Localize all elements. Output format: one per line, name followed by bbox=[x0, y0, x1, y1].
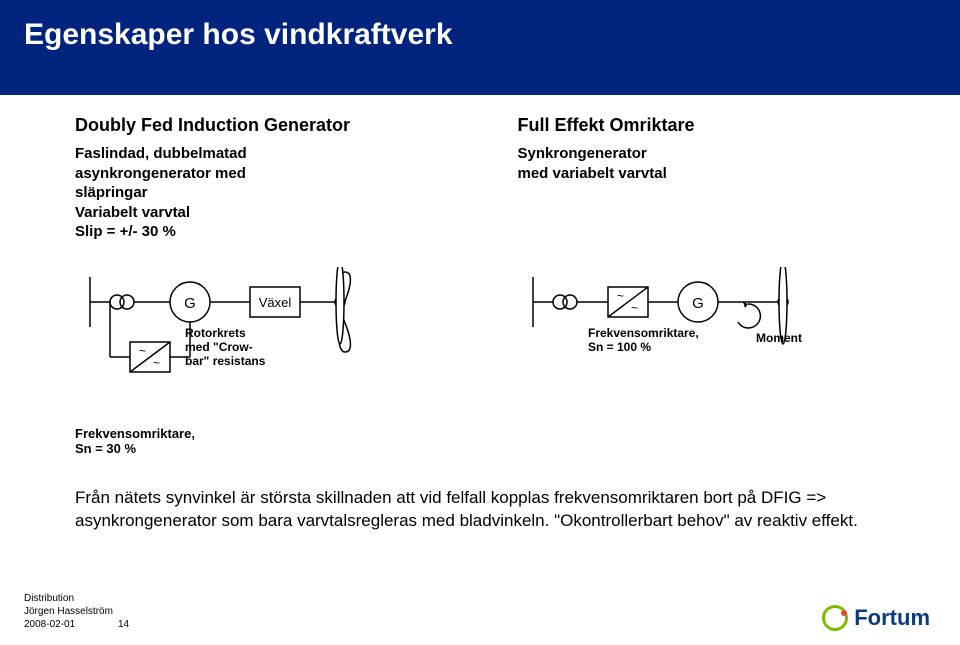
left-column: Doubly Fed Induction Generator Faslindad… bbox=[75, 115, 458, 242]
svg-text:~: ~ bbox=[617, 289, 624, 303]
fortum-logo-icon bbox=[822, 605, 848, 631]
left-desc: Faslindad, dubbelmatad asynkrongenerator… bbox=[75, 144, 458, 242]
fc-caption: Frekvensomriktare, Sn = 100 % bbox=[588, 327, 728, 355]
footer-date: 2008-02-01 bbox=[24, 619, 75, 630]
right-column: Full Effekt Omriktare Synkrongenerator m… bbox=[518, 115, 901, 242]
left-heading: Doubly Fed Induction Generator bbox=[75, 115, 458, 136]
content-area: Doubly Fed Induction Generator Faslindad… bbox=[0, 95, 960, 533]
heading-columns: Doubly Fed Induction Generator Faslindad… bbox=[75, 115, 900, 242]
right-heading: Full Effekt Omriktare bbox=[518, 115, 901, 136]
footer-org: Distribution bbox=[24, 592, 129, 605]
g-label-right: G bbox=[692, 295, 704, 312]
dfig-diagram: G Växel ~ ~ Rotorkrets med "Crow- bar" r… bbox=[75, 267, 458, 457]
page-title: Egenskaper hos vindkraftverk bbox=[24, 18, 936, 52]
diagram-row: G Växel ~ ~ Rotorkrets med "Crow- bar" r… bbox=[75, 267, 900, 457]
svg-text:~: ~ bbox=[153, 356, 160, 370]
fortum-logo: Fortum bbox=[822, 605, 930, 631]
dfig-svg: G Växel ~ ~ Rotorkrets med "Crow- bar" r… bbox=[75, 267, 435, 417]
right-desc: Synkrongenerator med variabelt varvtal bbox=[518, 144, 901, 183]
rotor-label: Rotorkrets med "Crow- bar" resistans bbox=[185, 327, 285, 368]
footer: Distribution Jörgen Hasselström 2008-02-… bbox=[24, 592, 129, 631]
g-label: G bbox=[184, 295, 196, 312]
footer-page: 14 bbox=[118, 618, 129, 631]
svg-text:~: ~ bbox=[139, 344, 146, 358]
dfig-caption: Frekvensomriktare, Sn = 30 % bbox=[75, 426, 458, 457]
vaxel-label: Växel bbox=[259, 295, 292, 310]
fortum-logo-text: Fortum bbox=[854, 605, 930, 631]
conclusion-text: Från nätets synvinkel är största skillna… bbox=[75, 487, 900, 533]
svg-text:~: ~ bbox=[631, 301, 638, 315]
footer-author: Jörgen Hasselström bbox=[24, 605, 129, 618]
moment-label: Moment bbox=[756, 331, 802, 345]
title-bar: Egenskaper hos vindkraftverk bbox=[0, 0, 960, 95]
full-converter-diagram: ~ ~ G Moment Frekvensomriktare, Sn = 100… bbox=[518, 267, 901, 422]
fc-svg: ~ ~ G Moment Frekvensomriktare, Sn = 100… bbox=[518, 267, 878, 417]
